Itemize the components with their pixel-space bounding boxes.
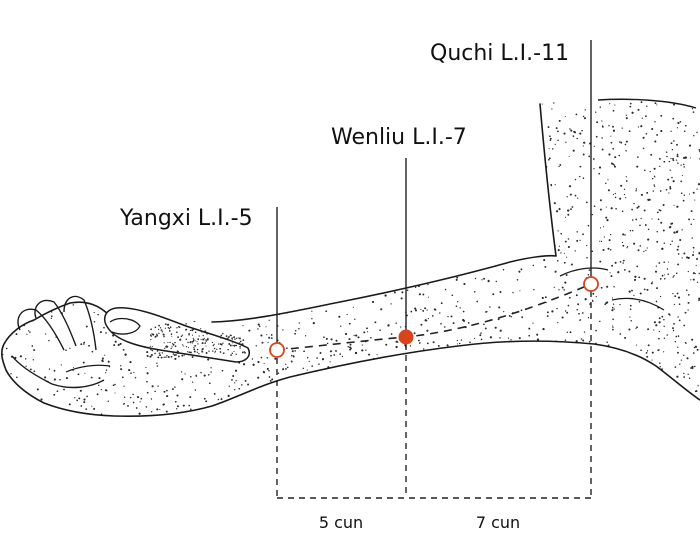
yangxi-label: Yangxi L.I.-5 [119,206,253,231]
finger-outline [11,355,105,389]
forearm-contour [611,297,665,311]
thumb-nail [109,317,141,335]
finger-outline [17,308,65,351]
finger-outline [34,299,77,347]
elbow-crease [559,267,609,277]
wenliu-point-marker [398,329,414,345]
five-cun-label: 5 cun [319,513,363,532]
finger-outline [63,295,97,351]
palm-crease [65,364,111,373]
thumb-shading [149,323,246,359]
seven-cun-label: 7 cun [476,513,520,532]
elbow-top-outline [597,98,697,109]
meridian-path [276,283,592,351]
thumb-outline [103,307,250,363]
quchi-label: Quchi L.I.-11 [430,41,569,66]
wenliu-label: Wenliu L.I.-7 [331,125,467,150]
arm-outline [1,103,700,418]
yangxi-point-marker [269,342,285,358]
quchi-point-marker [583,276,599,292]
